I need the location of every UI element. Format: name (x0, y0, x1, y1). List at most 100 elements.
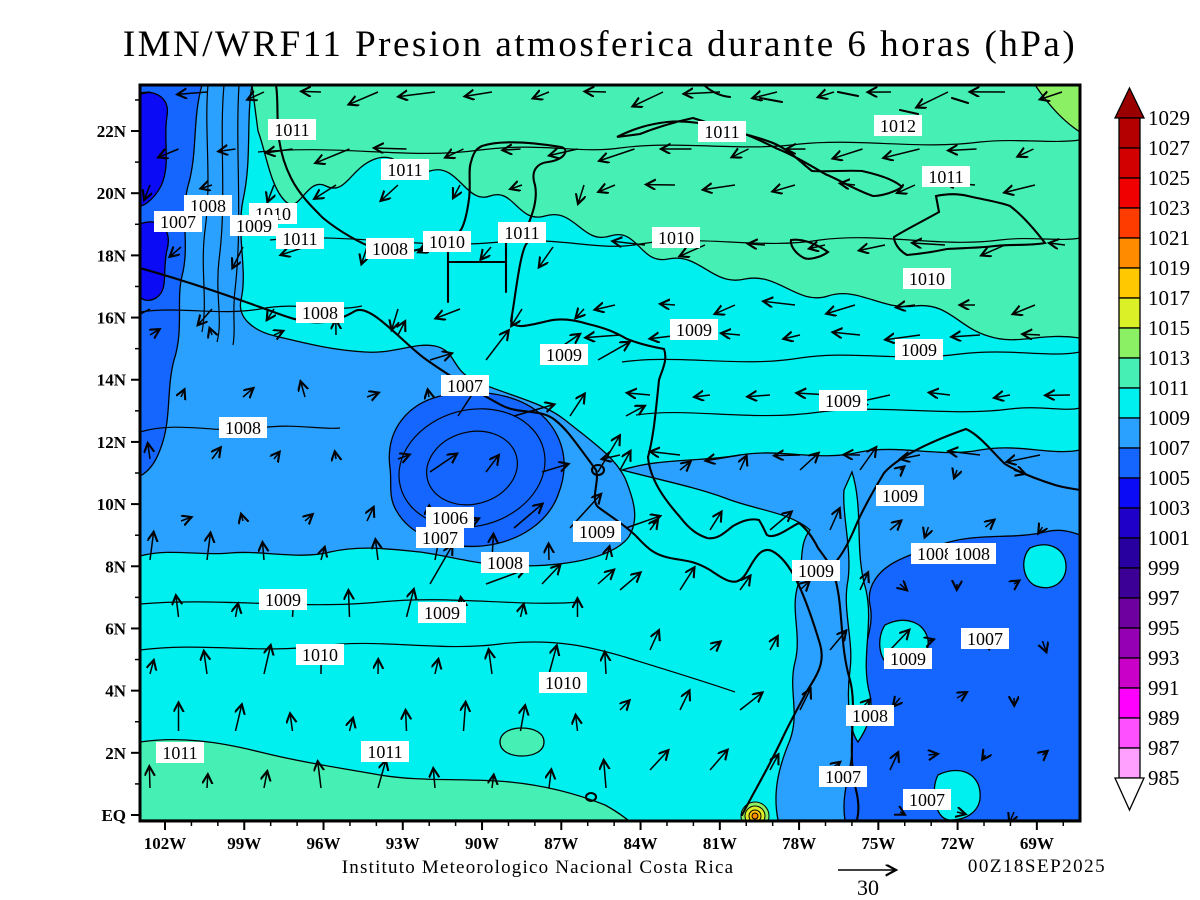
wind-reference-key: 30 (838, 870, 896, 900)
isobar-label-bg (230, 215, 278, 236)
isobar-label-bg (259, 589, 307, 610)
wind-arrow (465, 92, 493, 96)
wind-arrow (290, 713, 292, 732)
colorbar-tick-label: 1001 (1148, 526, 1190, 550)
wind-reference-value: 30 (857, 875, 879, 900)
wind-arrow (829, 508, 840, 531)
isobar-contour (257, 139, 1080, 155)
isobar-label-value: 1007 (909, 790, 945, 810)
wind-arrow (597, 435, 620, 473)
wind-arrow (177, 92, 208, 94)
isobar-label: 1011 (268, 119, 316, 140)
isobar-label: 1008 (846, 705, 894, 726)
isobar-label: 1006 (426, 507, 474, 528)
isobar-label-bg (268, 119, 316, 140)
x-axis-tick-label: 99W (227, 834, 261, 853)
isobar-label-value: 1011 (504, 223, 539, 243)
isobar-label-value: 1009 (546, 345, 582, 365)
wind-arrow (198, 308, 213, 325)
isobar-label-bg (381, 159, 429, 180)
coastline (274, 85, 1080, 568)
wind-arrow (144, 184, 150, 200)
isobar-label-value: 1009 (424, 603, 460, 623)
isobar-label-value: 1009 (882, 486, 918, 506)
wind-arrow (703, 185, 736, 190)
isobar-label: 1007 (961, 628, 1009, 649)
colorbar-tick-label: 1011 (1148, 376, 1189, 400)
isobar-label-bg (911, 543, 959, 564)
isobar-label-value: 1009 (798, 561, 834, 581)
isobar-label: 1009 (876, 485, 924, 506)
isobar-label-bg (903, 268, 951, 289)
colorbar-segment (1118, 237, 1141, 269)
chart-title: IMN/WRF11 Presion atmosferica durante 6 … (123, 24, 1077, 65)
isobar-label-value: 1009 (579, 522, 615, 542)
wind-arrow (859, 447, 876, 471)
wind-arrow (150, 329, 160, 335)
colorbar-segment (1118, 147, 1141, 179)
isobar-label-bg (418, 602, 466, 623)
wind-arrow (929, 639, 934, 641)
colorbar-segment (1118, 597, 1141, 629)
wind-arrow (709, 750, 728, 771)
wind-arrow (619, 451, 631, 471)
wind-arrow (1009, 811, 1014, 821)
isobar-label-value: 1008 (225, 418, 261, 438)
wind-arrow (694, 395, 711, 397)
isobar-label: 1011 (698, 121, 746, 142)
y-axis-tick-label: 6N (105, 619, 127, 638)
wind-arrow (606, 546, 610, 561)
wind-arrow (150, 532, 154, 561)
wind-arrow (377, 760, 386, 789)
isobar-label: 1009 (418, 602, 466, 623)
isobar-label: 1011 (361, 741, 409, 762)
colorbar: 1029 1027 1025 1023 1021 1019 1017 1015 1013 1011… (1113, 86, 1190, 812)
isobar-label: 1012 (874, 115, 922, 136)
wind-arrow (176, 595, 179, 618)
wind-arrow (541, 565, 560, 585)
x-axis-tick-label: 78W (782, 834, 816, 853)
isobar-label-bg (819, 766, 867, 787)
isobar-label: 1008 (366, 238, 414, 259)
isobar-label-bg (426, 507, 474, 528)
wind-arrow (957, 692, 967, 698)
wind-arrow (212, 447, 221, 460)
isobar-label: 1008 (481, 552, 529, 573)
pressure-region (140, 738, 631, 821)
isobar-label-bg (922, 166, 970, 187)
wind-arrow (549, 769, 551, 789)
isobar-label: 1008 (911, 543, 959, 564)
colorbar-segment (1118, 387, 1141, 419)
isobar-label-bg (573, 521, 621, 542)
wind-arrow (464, 702, 466, 732)
wind-arrow (398, 92, 436, 97)
wind-arrow (575, 309, 584, 318)
wind-arrow (242, 388, 253, 397)
wind-arrow (236, 704, 242, 732)
isobar-contour (232, 85, 240, 346)
wind-arrow (301, 91, 322, 92)
wind-arrow (1017, 149, 1034, 157)
wind-arrow (732, 149, 749, 157)
isobar-label-bg (366, 238, 414, 259)
colorbar-segment (1118, 537, 1141, 569)
isobar-label: 1010 (903, 268, 951, 289)
wind-arrow (305, 514, 313, 521)
wind-arrow (684, 92, 721, 94)
wind-arrow (241, 514, 243, 521)
isobar-label-bg (219, 417, 267, 438)
wind-arrow (453, 184, 460, 198)
isobar-contour (216, 85, 225, 343)
colorbar-under-arrow (1113, 777, 1146, 812)
wind-arrow (274, 452, 280, 459)
isobar-label: 1010 (296, 644, 344, 665)
colorbar-segment (1118, 177, 1141, 209)
isobar-label-value: 1011 (162, 743, 197, 763)
coastline (584, 463, 606, 802)
isobar-label: 1011 (276, 228, 324, 249)
y-axis-tick-label: EQ (101, 806, 126, 825)
isobar-label: 1009 (259, 589, 307, 610)
wind-arrow (435, 659, 438, 675)
wind-arrow (492, 775, 494, 789)
map-frame (138, 83, 1082, 823)
